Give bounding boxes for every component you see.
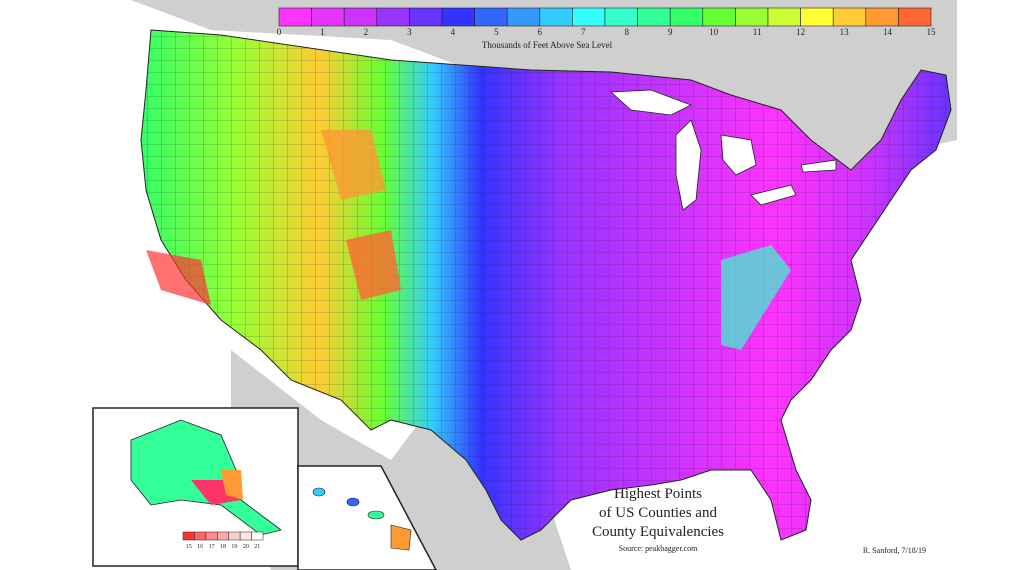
- legend-tick-label: 14: [883, 27, 893, 37]
- hawaii-oahu: [346, 497, 360, 507]
- legend-tick-label: 15: [927, 27, 937, 37]
- map-title-line3: County Equivalencies: [592, 524, 724, 540]
- legend-tick-label: 7: [581, 27, 586, 37]
- hawaii-maui: [367, 510, 385, 520]
- hawaii-big-island: [390, 524, 412, 551]
- legend-swatch: [572, 7, 606, 27]
- legend-tick-label: 1: [320, 27, 325, 37]
- alaska-legend-tick-label: 21: [254, 544, 260, 550]
- alaska-legend-tick-label: 15: [186, 544, 192, 550]
- alaska-shape: [130, 419, 282, 536]
- legend-swatch: [735, 7, 769, 27]
- alaska-legend-swatch: [239, 531, 252, 541]
- legend-tick-label: 11: [753, 27, 762, 37]
- lake-erie: [750, 184, 797, 206]
- legend-tick-label: 5: [494, 27, 499, 37]
- elevation-legend: 0 1 2 3 4 5 6 7 8 9 10 11 12 13 14 15: [277, 7, 937, 37]
- map-title-line2: of US Counties and: [599, 505, 717, 521]
- legend-swatch: [800, 7, 834, 27]
- alaska-legend-tick-label: 19: [231, 544, 237, 550]
- legend-swatch: [441, 7, 475, 27]
- high-region-sierra: [146, 250, 211, 305]
- legend-tick-label: 4: [451, 27, 456, 37]
- legend-swatch: [506, 7, 541, 27]
- alaska-legend: 15 16 17 18 19 20 21: [182, 531, 264, 550]
- hawaii-kauai: [312, 487, 326, 497]
- map-canvas: 0 1 2 3 4 5 6 7 8 9 10 11 12 13 14 15 Thousands of Feet…: [91, 0, 957, 570]
- map-source: Source: peakbagger.com: [619, 544, 698, 553]
- legend-swatch: [409, 7, 443, 27]
- lake-ontario: [800, 159, 837, 173]
- alaska-legend-swatch: [251, 531, 264, 541]
- legend-tick-label: 10: [709, 27, 719, 37]
- legend-swatch: [898, 7, 932, 27]
- legend-tick-label: 3: [407, 27, 412, 37]
- alaska-legend-tick-label: 20: [243, 544, 249, 550]
- legend-tick-label: 9: [668, 27, 673, 37]
- lake-superior: [610, 89, 692, 116]
- alaska-legend-tick-label: 17: [209, 544, 215, 550]
- alaska-legend-tick-label: 18: [220, 544, 226, 550]
- legend-tick-label: 13: [840, 27, 850, 37]
- legend-tick-label: 6: [538, 27, 543, 37]
- lake-huron: [720, 134, 757, 176]
- legend-swatch: [376, 7, 410, 27]
- legend-tick-label: 12: [796, 27, 805, 37]
- legend-swatch: [343, 7, 378, 27]
- high-region-colorado: [346, 230, 401, 300]
- legend-swatch: [832, 7, 867, 27]
- legend-swatch: [474, 7, 508, 27]
- alaska-legend-swatch: [217, 531, 229, 541]
- legend-swatch: [637, 7, 671, 27]
- legend-swatch: [604, 7, 638, 27]
- legend-swatch: [669, 7, 704, 27]
- legend-tick-label: 8: [624, 27, 629, 37]
- legend-swatch: [702, 7, 736, 27]
- map-credit: R. Sanford, 7/18/19: [863, 546, 926, 555]
- appalachian-ridge: [721, 245, 791, 350]
- alaska-mid-region: [221, 470, 243, 500]
- alaska-legend-swatch: [182, 531, 195, 541]
- elevation-map: 0 1 2 3 4 5 6 7 8 9 10 11 12 13 14 15 Thousands of Feet…: [91, 0, 957, 570]
- legend-tick-label: 2: [364, 27, 369, 37]
- legend-swatch: [865, 7, 899, 27]
- alaska-legend-swatch: [205, 531, 218, 541]
- legend-swatch: [767, 7, 801, 27]
- legend-title: Thousands of Feet Above Sea Level: [482, 40, 613, 50]
- legend-swatch: [311, 7, 345, 27]
- lake-michigan: [675, 119, 702, 211]
- legend-swatch: [539, 7, 573, 27]
- high-region-wyoming: [321, 130, 386, 200]
- legend-tick-label: 0: [277, 27, 282, 37]
- alaska-legend-swatch: [194, 531, 207, 541]
- map-title-line1: Highest Points: [614, 486, 702, 502]
- alaska-legend-tick-label: 16: [197, 544, 203, 550]
- legend-swatch: [278, 7, 312, 27]
- alaska-legend-swatch: [228, 531, 241, 541]
